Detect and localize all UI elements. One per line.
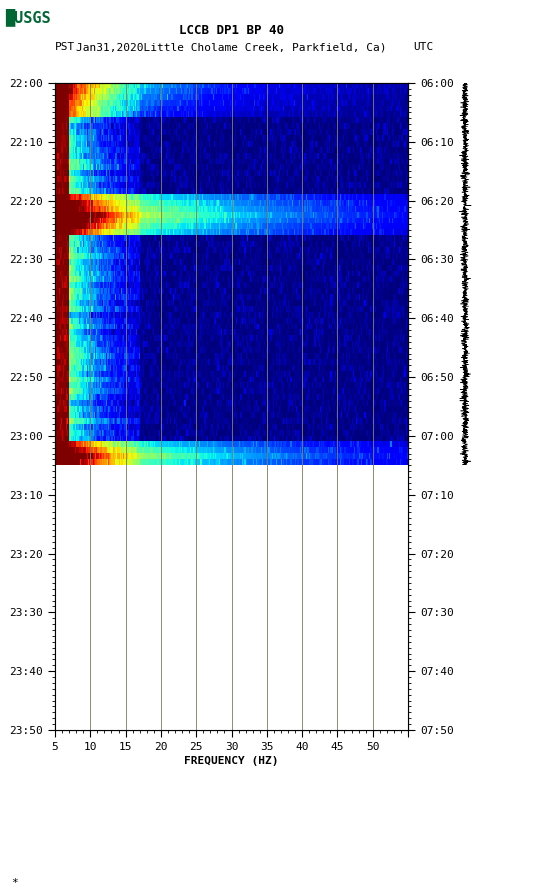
Text: *: * <box>11 878 18 888</box>
Text: PST: PST <box>55 42 75 52</box>
Bar <box>55 466 408 730</box>
Text: Jan31,2020Little Cholame Creek, Parkfield, Ca): Jan31,2020Little Cholame Creek, Parkfiel… <box>76 42 387 52</box>
Text: █USGS: █USGS <box>6 8 51 26</box>
X-axis label: FREQUENCY (HZ): FREQUENCY (HZ) <box>184 756 279 766</box>
Text: UTC: UTC <box>413 42 434 52</box>
Text: LCCB DP1 BP 40: LCCB DP1 BP 40 <box>179 23 284 37</box>
